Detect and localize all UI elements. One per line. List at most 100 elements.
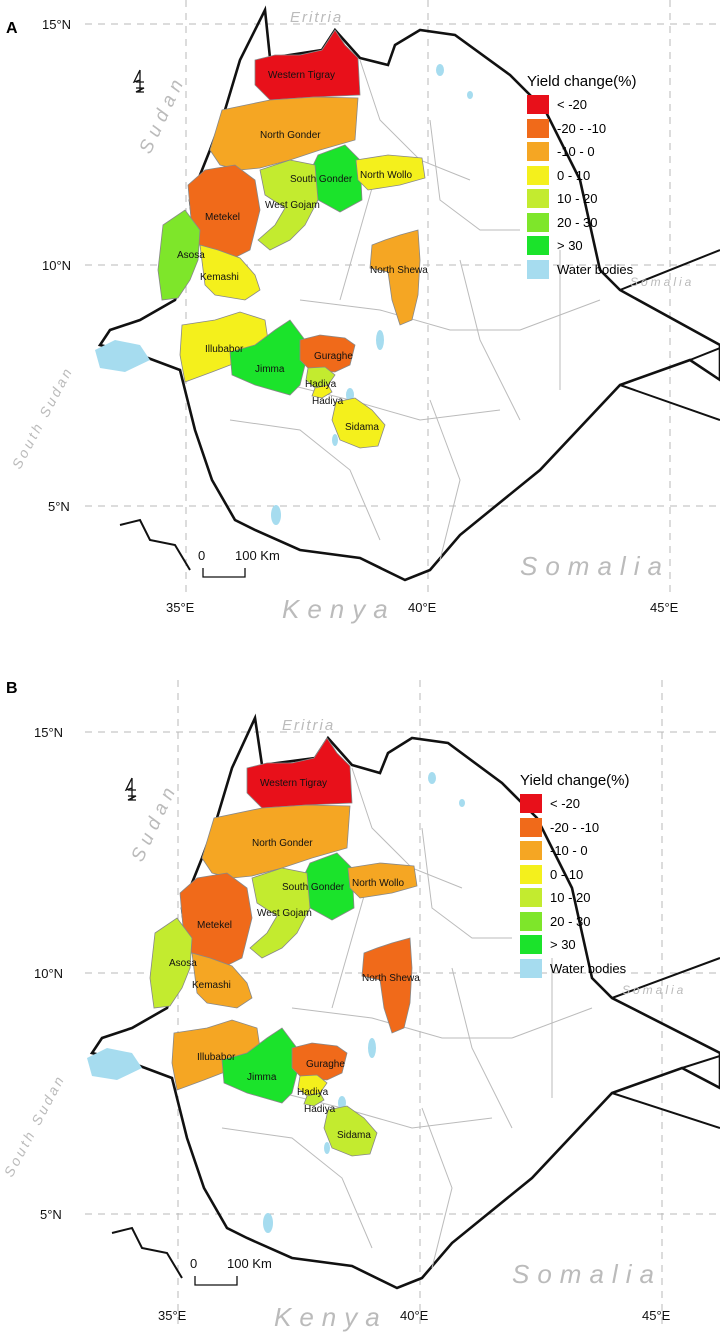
lat-label-10: 10°N (42, 258, 71, 273)
legend-item: 20 - 30 (527, 211, 637, 235)
ethiopia-outline (97, 5, 720, 582)
zone-hadiya-2 (303, 1092, 325, 1107)
legend-swatch (527, 95, 549, 115)
label-jimma: Jimma (247, 1072, 277, 1083)
zone-western-tigray (246, 737, 353, 809)
legend-item: Water bodies (520, 957, 630, 981)
legend-label: 10 - 20 (550, 890, 591, 906)
label-somalia-large: Somalia (512, 1259, 662, 1289)
label-asosa: Asosa (177, 250, 205, 261)
scale-start: 0 (190, 1256, 197, 1271)
label-hadiya-2: Hadiya (312, 396, 344, 407)
legend-label: Water bodies (557, 261, 634, 277)
legend-item: < -20 (520, 792, 630, 816)
lon-label-35: 35°E (166, 600, 195, 615)
legend-label: 20 - 30 (557, 214, 598, 230)
legend-label: -10 - 0 (550, 843, 588, 859)
legend-item: -20 - -10 (527, 117, 637, 141)
lon-label-40: 40°E (400, 1308, 429, 1323)
zone-guraghe (291, 1042, 348, 1081)
legend-swatch (527, 236, 549, 256)
legend-swatch (520, 817, 542, 837)
label-west-gojam: West Gojam (265, 200, 320, 211)
ethiopia-outline (89, 713, 720, 1290)
zone-north-shewa (369, 229, 421, 326)
scale-end: 100 Km (227, 1256, 272, 1271)
label-western-tigray: Western Tigray (260, 778, 327, 789)
label-sudan: Sudan (135, 71, 190, 157)
label-asosa: Asosa (169, 958, 197, 969)
legend-swatch (527, 259, 549, 279)
legend-item: Water bodies (527, 258, 637, 282)
legend-swatch (520, 841, 542, 861)
lat-label-5: 5°N (40, 1207, 62, 1222)
label-sidama: Sidama (345, 422, 379, 433)
zone-kemashi (199, 244, 261, 301)
legend-rows: < -20 -20 - -10 -10 - 0 0 - 10 10 - 20 20 - 3… (527, 93, 637, 281)
label-north-gonder: North Gonder (260, 130, 321, 141)
legend-item: < -20 (527, 93, 637, 117)
legend-swatch (527, 142, 549, 162)
label-illubabor: Illubabor (205, 344, 244, 355)
legend-swatch (520, 958, 542, 978)
label-eritria: Eritria (290, 9, 343, 26)
axis-labels-b: 15°N 10°N 5°N 35°E 40°E 45°E (34, 725, 671, 1323)
panel-letter-a: A (6, 20, 18, 37)
legend-swatch (520, 888, 542, 908)
scale-start: 0 (198, 548, 205, 563)
axis-labels-a: 15°N 10°N 5°N 35°E 40°E 45°E (42, 17, 679, 615)
legend-item: -20 - -10 (520, 816, 630, 840)
legend-rows: < -20 -20 - -10 -10 - 0 0 - 10 10 - 20 20 - 3… (520, 792, 630, 980)
legend-title: Yield change(%) (520, 772, 630, 789)
label-metekel: Metekel (205, 212, 240, 223)
scale-end: 100 Km (235, 548, 280, 563)
label-guraghe: Guraghe (306, 1059, 345, 1070)
label-kemashi: Kemashi (200, 272, 239, 283)
lon-label-45: 45°E (650, 600, 679, 615)
label-metekel: Metekel (197, 920, 232, 931)
legend-label: > 30 (550, 937, 576, 953)
legend-label: -20 - -10 (557, 120, 607, 136)
label-north-shewa: North Shewa (370, 265, 428, 276)
zone-western-tigray (254, 29, 361, 101)
panel-letter-b: B (6, 680, 18, 697)
label-hadiya-2: Hadiya (304, 1104, 336, 1115)
legend-item: > 30 (527, 234, 637, 258)
label-kemashi: Kemashi (192, 980, 231, 991)
label-hadiya-1: Hadiya (297, 1087, 329, 1098)
label-guraghe: Guraghe (314, 351, 353, 362)
legend-swatch (527, 189, 549, 209)
label-jimma: Jimma (255, 364, 285, 375)
scale-bar: 0 100 Km (198, 548, 280, 578)
label-kenya: Kenya (282, 594, 396, 624)
label-west-gojam: West Gojam (257, 908, 312, 919)
legend-label: 0 - 10 (557, 167, 591, 183)
legend-label: -10 - 0 (557, 144, 595, 160)
map-panel-b: Western Tigray North Gonder South Gonder… (0, 670, 720, 1340)
zones-b (149, 737, 418, 1157)
label-somalia-small: Somalia (630, 275, 694, 289)
label-south-sudan: South Sudan (9, 363, 77, 471)
lat-label-10: 10°N (34, 966, 63, 981)
legend-label: > 30 (557, 238, 583, 254)
label-north-wollo: North Wollo (352, 878, 404, 889)
zones-a (157, 29, 426, 449)
legend-label: -20 - -10 (550, 819, 600, 835)
label-south-sudan: South Sudan (1, 1071, 69, 1179)
legend-label: 20 - 30 (550, 913, 591, 929)
zone-borders (221, 767, 593, 1269)
label-somalia-small: Somalia (622, 983, 686, 997)
legend-swatch (520, 864, 542, 884)
label-north-shewa: North Shewa (362, 973, 420, 984)
legend-swatch (527, 118, 549, 138)
legend-label: 10 - 20 (557, 191, 598, 207)
legend-swatch (520, 935, 542, 955)
north-arrow-icon (132, 69, 145, 93)
legend-item: -10 - 0 (527, 140, 637, 164)
legend-a: Yield change(%) < -20 -20 - -10 -10 - 0 0 -… (527, 73, 637, 281)
label-sudan: Sudan (127, 779, 182, 865)
legend-label: < -20 (550, 796, 580, 812)
zone-west-gojam (257, 159, 319, 251)
label-eritria: Eritria (282, 717, 335, 734)
zone-kemashi (191, 952, 253, 1009)
